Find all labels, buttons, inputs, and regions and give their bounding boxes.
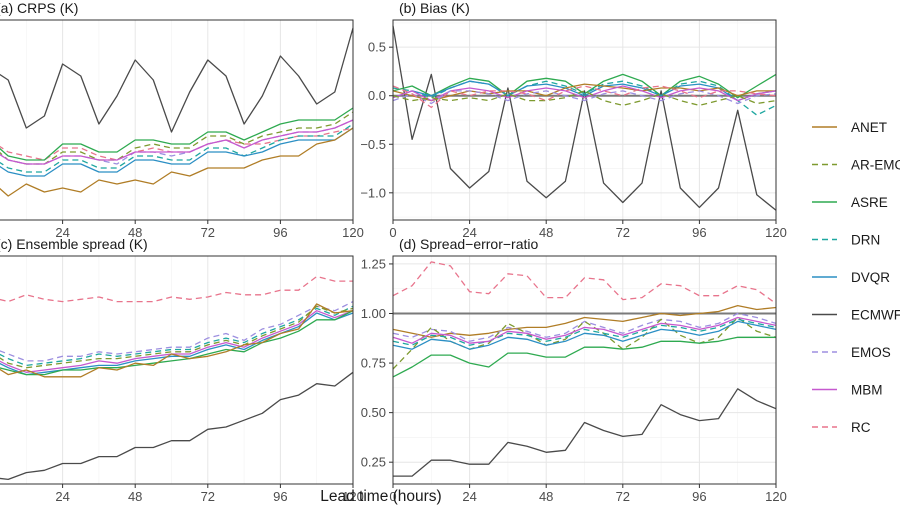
series-line-dvqr [0, 312, 354, 376]
panel-4: (d) Spread−error−ratio 0 24 48 72 96 120 0.25 0.… [361, 236, 787, 504]
y-tick-label: 1.25 [361, 256, 386, 271]
series-line-ecmwf [393, 388, 777, 477]
legend-item-dvqr: DVQR [812, 270, 890, 285]
series-line-drn [0, 305, 354, 367]
x-tick-label: 72 [201, 225, 215, 240]
panel-title: (a) CRPS (K) [0, 0, 78, 16]
panel-frame [392, 19, 777, 221]
x-axis-label: Lead time (hours) [320, 488, 441, 505]
legend-label: ANET [851, 120, 887, 135]
series-line-emos [0, 119, 354, 165]
legend-item-anet: ANET [812, 120, 887, 135]
y-tick-label: 1.00 [361, 306, 386, 321]
x-tick-label: 120 [342, 225, 364, 240]
x-tick-label: 48 [128, 225, 142, 240]
legend-label: AR-EMOS [851, 158, 900, 173]
series-line-ar-emos [392, 316, 777, 370]
series-line-anet [0, 127, 354, 197]
panel-frame [0, 255, 354, 485]
series-line-mbm [0, 119, 354, 165]
x-tick-label: 96 [273, 225, 287, 240]
legend-label: EMOS [851, 345, 891, 360]
panel-title: (b) Bias (K) [399, 0, 470, 16]
series-line-anet [392, 304, 777, 338]
series-line-asre [392, 336, 776, 378]
series-line-dvqr [392, 320, 777, 350]
series-line-emos [0, 301, 354, 362]
series-line-asre [0, 107, 354, 161]
x-tick-label: 120 [765, 225, 787, 240]
legend-label: DVQR [851, 270, 890, 285]
y-tick-label: −1.0 [360, 185, 386, 200]
legend-item-ecmwf: ECMWF [812, 308, 900, 323]
x-tick-label: 48 [128, 489, 142, 504]
legend: ANET AR-EMOS ASRE DRN DVQR ECMWF EMOS MBM RC [812, 120, 900, 435]
x-tick-label: 72 [616, 489, 630, 504]
panels: (a) CRPS (K) 0 24 48 72 96 120 (b) Bias (K) 0 24 4… [0, 0, 787, 504]
series-line-emos [392, 90, 777, 105]
series-line-ecmwf [392, 25, 777, 211]
legend-item-mbm: MBM [812, 383, 883, 398]
y-tick-label: 0.0 [368, 88, 386, 103]
legend-item-emos: EMOS [812, 345, 891, 360]
legend-label: ASRE [851, 195, 888, 210]
series-line-dvqr [392, 80, 777, 102]
series-line-drn [392, 80, 777, 116]
x-tick-label: 120 [765, 489, 787, 504]
series-line-dvqr [0, 127, 354, 177]
legend-label: RC [851, 420, 871, 435]
y-tick-label: 0.50 [361, 405, 386, 420]
series-line-ecmwf [0, 371, 354, 481]
legend-item-drn: DRN [812, 233, 880, 248]
x-tick-label: 96 [692, 489, 706, 504]
x-tick-label: 72 [616, 225, 630, 240]
series-line-drn [0, 123, 354, 173]
series-line-rc [0, 275, 353, 303]
x-tick-label: 24 [55, 225, 69, 240]
x-tick-label: 0 [389, 225, 396, 240]
x-tick-label: 48 [539, 489, 553, 504]
panel-title: (c) Ensemble spread (K) [0, 236, 148, 252]
x-tick-label: 120 [342, 489, 364, 504]
y-tick-label: −0.5 [360, 137, 386, 152]
x-tick-label: 24 [55, 489, 69, 504]
series-line-emos [392, 312, 777, 342]
series-line-mbm [0, 310, 354, 373]
panel-frame [0, 19, 354, 221]
x-tick-label: 24 [462, 225, 476, 240]
panel-title: (d) Spread−error−ratio [399, 236, 539, 252]
legend-item-asre: ASRE [812, 195, 888, 210]
y-tick-label: 0.5 [368, 40, 386, 55]
x-tick-label: 72 [201, 489, 215, 504]
x-tick-label: 24 [462, 489, 476, 504]
legend-label: ECMWF [851, 308, 900, 323]
legend-item-rc: RC [812, 420, 871, 435]
x-tick-label: 48 [539, 225, 553, 240]
series-line-rc [392, 261, 777, 305]
legend-label: MBM [851, 383, 883, 398]
series-line-ar-emos [0, 305, 354, 369]
legend-label: DRN [851, 233, 880, 248]
series-line-anet [0, 303, 354, 378]
panel-2: (b) Bias (K) 0 24 48 72 96 120 0.5 0.0 −0.5 −1.0 [360, 0, 787, 240]
series-line-ecmwf [0, 27, 354, 133]
series-line-mbm [392, 85, 777, 102]
panel-frame [392, 255, 777, 485]
series-line-rc [392, 85, 777, 109]
y-tick-label: 0.25 [361, 455, 386, 470]
x-tick-label: 96 [692, 225, 706, 240]
y-tick-label: 0.75 [361, 356, 386, 371]
x-tick-label: 0 [389, 489, 396, 504]
series-line-asre [0, 310, 354, 376]
series-line-mbm [392, 316, 777, 344]
series-line-ar-emos [392, 90, 777, 107]
x-tick-label: 96 [273, 489, 287, 504]
series-line-anet [392, 83, 776, 102]
legend-item-ar-emos: AR-EMOS [812, 158, 900, 173]
series-line-drn [392, 318, 777, 346]
